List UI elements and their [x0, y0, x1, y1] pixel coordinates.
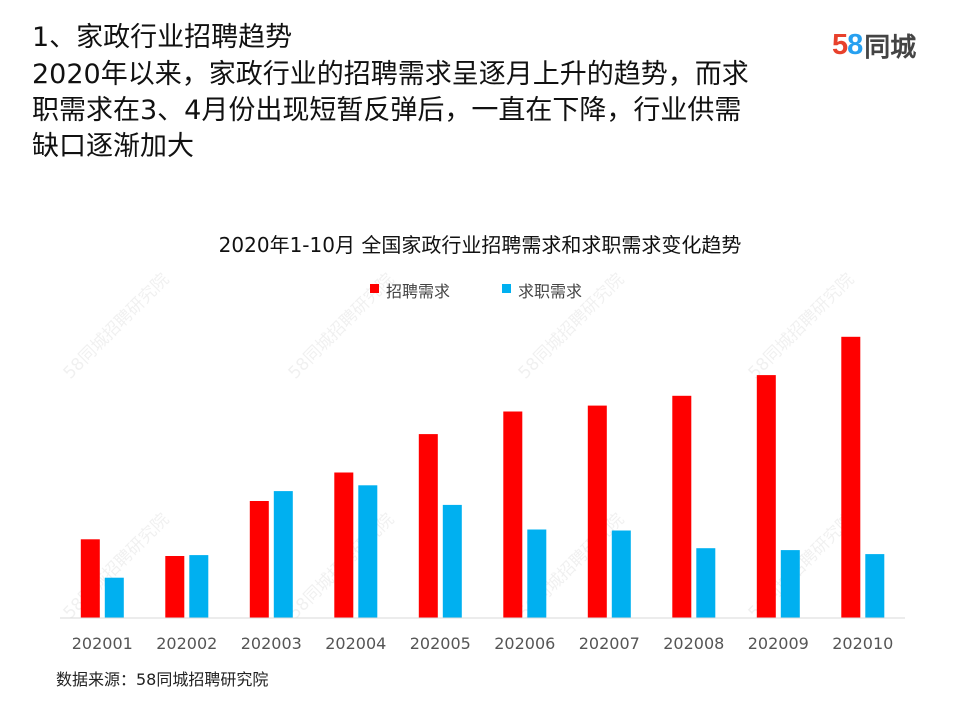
bar-recruitment-202009 — [756, 375, 776, 618]
bar-recruitment-202010 — [841, 336, 861, 618]
x-tick-label: 202004 — [325, 634, 386, 653]
intro-line: 2020年以来，家政行业的招聘需求呈逐月上升的趋势，而求 — [32, 59, 749, 90]
bar-job-seeking-202006 — [527, 529, 547, 618]
data-source-note: 数据来源：58同城招聘研究院 — [56, 670, 269, 689]
bar-recruitment-202001 — [80, 539, 100, 618]
intro-text: 2020年以来，家政行业的招聘需求呈逐月上升的趋势，而求 职需求在3、4月份出现… — [32, 57, 832, 165]
bar-job-seeking-202008 — [696, 548, 716, 618]
x-tick-label: 202006 — [494, 634, 555, 653]
x-tick-label: 202002 — [156, 634, 217, 653]
x-tick-label: 202001 — [72, 634, 133, 653]
bar-job-seeking-202004 — [358, 485, 378, 619]
bar-job-seeking-202005 — [442, 504, 462, 618]
legend-label-job-seeking: 求职需求 — [518, 282, 582, 301]
bar-recruitment-202005 — [418, 434, 438, 618]
legend-swatch-recruitment — [370, 284, 379, 293]
legend-label-recruitment: 招聘需求 — [386, 282, 450, 301]
watermark-text: 58同城招聘研究院 — [60, 270, 174, 384]
x-tick-label: 202003 — [241, 634, 302, 653]
chart-legend: 招聘需求 求职需求 — [370, 282, 582, 301]
bar-group — [80, 336, 885, 619]
x-tick-label: 202010 — [832, 634, 893, 653]
bar-recruitment-202002 — [165, 556, 185, 618]
bar-recruitment-202008 — [672, 395, 692, 618]
bar-job-seeking-202003 — [273, 491, 293, 618]
watermark-text: 58同城招聘研究院 — [745, 270, 859, 384]
bar-job-seeking-202002 — [189, 555, 209, 618]
x-axis-tick-labels: 202001 202002 202003 202004 202005 202006 2020… — [72, 634, 894, 653]
58-tongcheng-logo: 58 同城 — [832, 28, 917, 63]
bar-recruitment-202004 — [334, 472, 354, 618]
bar-job-seeking-202001 — [104, 577, 124, 618]
intro-line: 职需求在3、4月份出现短暂反弹后，一直在下降，行业供需 — [32, 95, 742, 126]
x-tick-label: 202009 — [748, 634, 809, 653]
logo-text: 同城 — [864, 32, 917, 63]
bar-job-seeking-202009 — [780, 550, 800, 618]
logo-number: 58 — [832, 28, 863, 62]
intro-line: 缺口逐渐加大 — [32, 131, 194, 162]
x-tick-label: 202005 — [410, 634, 471, 653]
page-heading: 1、家政行业招聘趋势 — [32, 22, 293, 53]
logo-digit-eight: 8 — [847, 28, 863, 61]
bar-recruitment-202007 — [587, 405, 607, 618]
watermark-text: 58同城招聘研究院 — [285, 270, 399, 384]
x-tick-label: 202008 — [663, 634, 724, 653]
logo-digit-five: 5 — [832, 28, 848, 61]
bar-job-seeking-202007 — [611, 530, 631, 618]
bar-job-seeking-202010 — [865, 554, 885, 618]
bar-recruitment-202006 — [503, 411, 523, 618]
bar-recruitment-202003 — [249, 501, 269, 618]
legend-swatch-job-seeking — [502, 284, 511, 293]
x-tick-label: 202007 — [579, 634, 640, 653]
chart-title: 2020年1-10月 全国家政行业招聘需求和求职需求变化趋势 — [219, 233, 742, 257]
